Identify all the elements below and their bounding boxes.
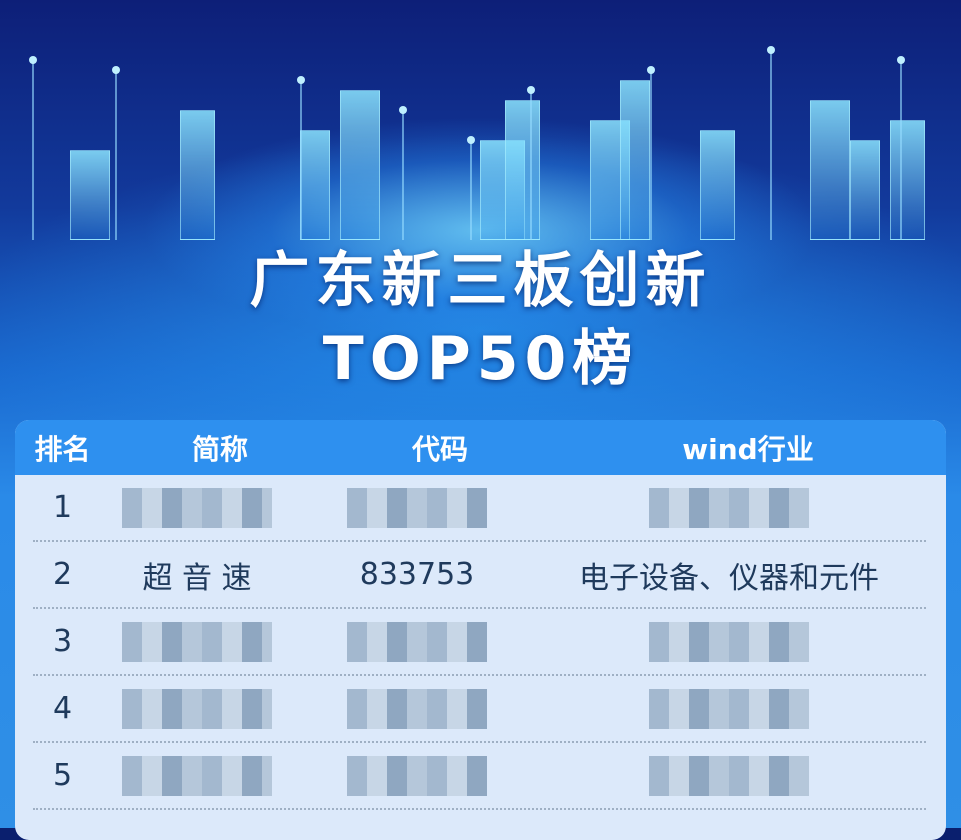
table-row: 2 超 音 速 833753 电子设备、仪器和元件: [33, 542, 926, 609]
light-pole: [767, 46, 775, 240]
code-cell: [302, 755, 532, 796]
blurred-content: [122, 487, 272, 528]
name-cell: [92, 755, 302, 796]
blurred-content: [122, 621, 272, 662]
code-cell: [302, 688, 532, 729]
light-pole: [112, 66, 120, 240]
header-industry: wind行业: [682, 432, 814, 466]
ranking-table: 排名 简称 代码 wind行业 1 2 超 音 速 833753 电子设备、仪器和元件 3…: [15, 420, 946, 840]
code-cell: [302, 621, 532, 662]
building: [850, 140, 880, 240]
rank-cell: 1: [52, 490, 73, 525]
blurred-content: [649, 688, 809, 729]
industry-cell: 电子设备、仪器和元件: [579, 560, 879, 596]
building: [340, 90, 380, 240]
header-code: 代码: [411, 432, 468, 466]
building: [700, 130, 735, 240]
rank-cell: 4: [52, 691, 73, 726]
header-name: 简称: [191, 432, 248, 466]
blurred-content: [122, 688, 272, 729]
light-pole: [29, 56, 37, 240]
code-cell: 833753: [359, 557, 475, 592]
light-pole: [647, 66, 655, 240]
city-skyline: [0, 0, 961, 240]
blurred-content: [122, 755, 272, 796]
rank-cell: 3: [52, 624, 73, 659]
building: [300, 130, 330, 240]
blurred-content: [649, 621, 809, 662]
blurred-content: [649, 487, 809, 528]
blurred-content: [347, 688, 487, 729]
table-row: 4: [33, 676, 926, 743]
table-row: 1: [33, 475, 926, 542]
building: [890, 120, 925, 240]
name-cell: [92, 487, 302, 528]
rank-cell: 2: [52, 557, 73, 592]
blurred-content: [347, 487, 487, 528]
building: [620, 80, 650, 240]
rank-cell: 5: [52, 758, 73, 793]
table-row: 5: [33, 743, 926, 810]
industry-cell: [532, 487, 926, 528]
title-line2: TOP50榜: [322, 324, 639, 394]
name-cell: [92, 621, 302, 662]
name-cell: 超 音 速: [142, 560, 252, 596]
industry-cell: [532, 688, 926, 729]
blurred-content: [649, 755, 809, 796]
light-pole: [467, 136, 475, 240]
table-row: 3: [33, 609, 926, 676]
table-header: 排名 简称 代码 wind行业: [15, 420, 946, 475]
code-cell: [302, 487, 532, 528]
industry-cell: [532, 755, 926, 796]
industry-cell: [532, 621, 926, 662]
header-rank: 排名: [34, 432, 91, 466]
light-pole: [527, 86, 535, 240]
light-pole: [297, 76, 305, 240]
building: [505, 100, 540, 240]
building: [70, 150, 110, 240]
light-pole: [399, 106, 407, 240]
title-line1: 广东新三板创新: [249, 246, 712, 316]
blurred-content: [347, 621, 487, 662]
blurred-content: [347, 755, 487, 796]
name-cell: [92, 688, 302, 729]
building: [180, 110, 215, 240]
light-pole: [897, 56, 905, 240]
building: [810, 100, 850, 240]
